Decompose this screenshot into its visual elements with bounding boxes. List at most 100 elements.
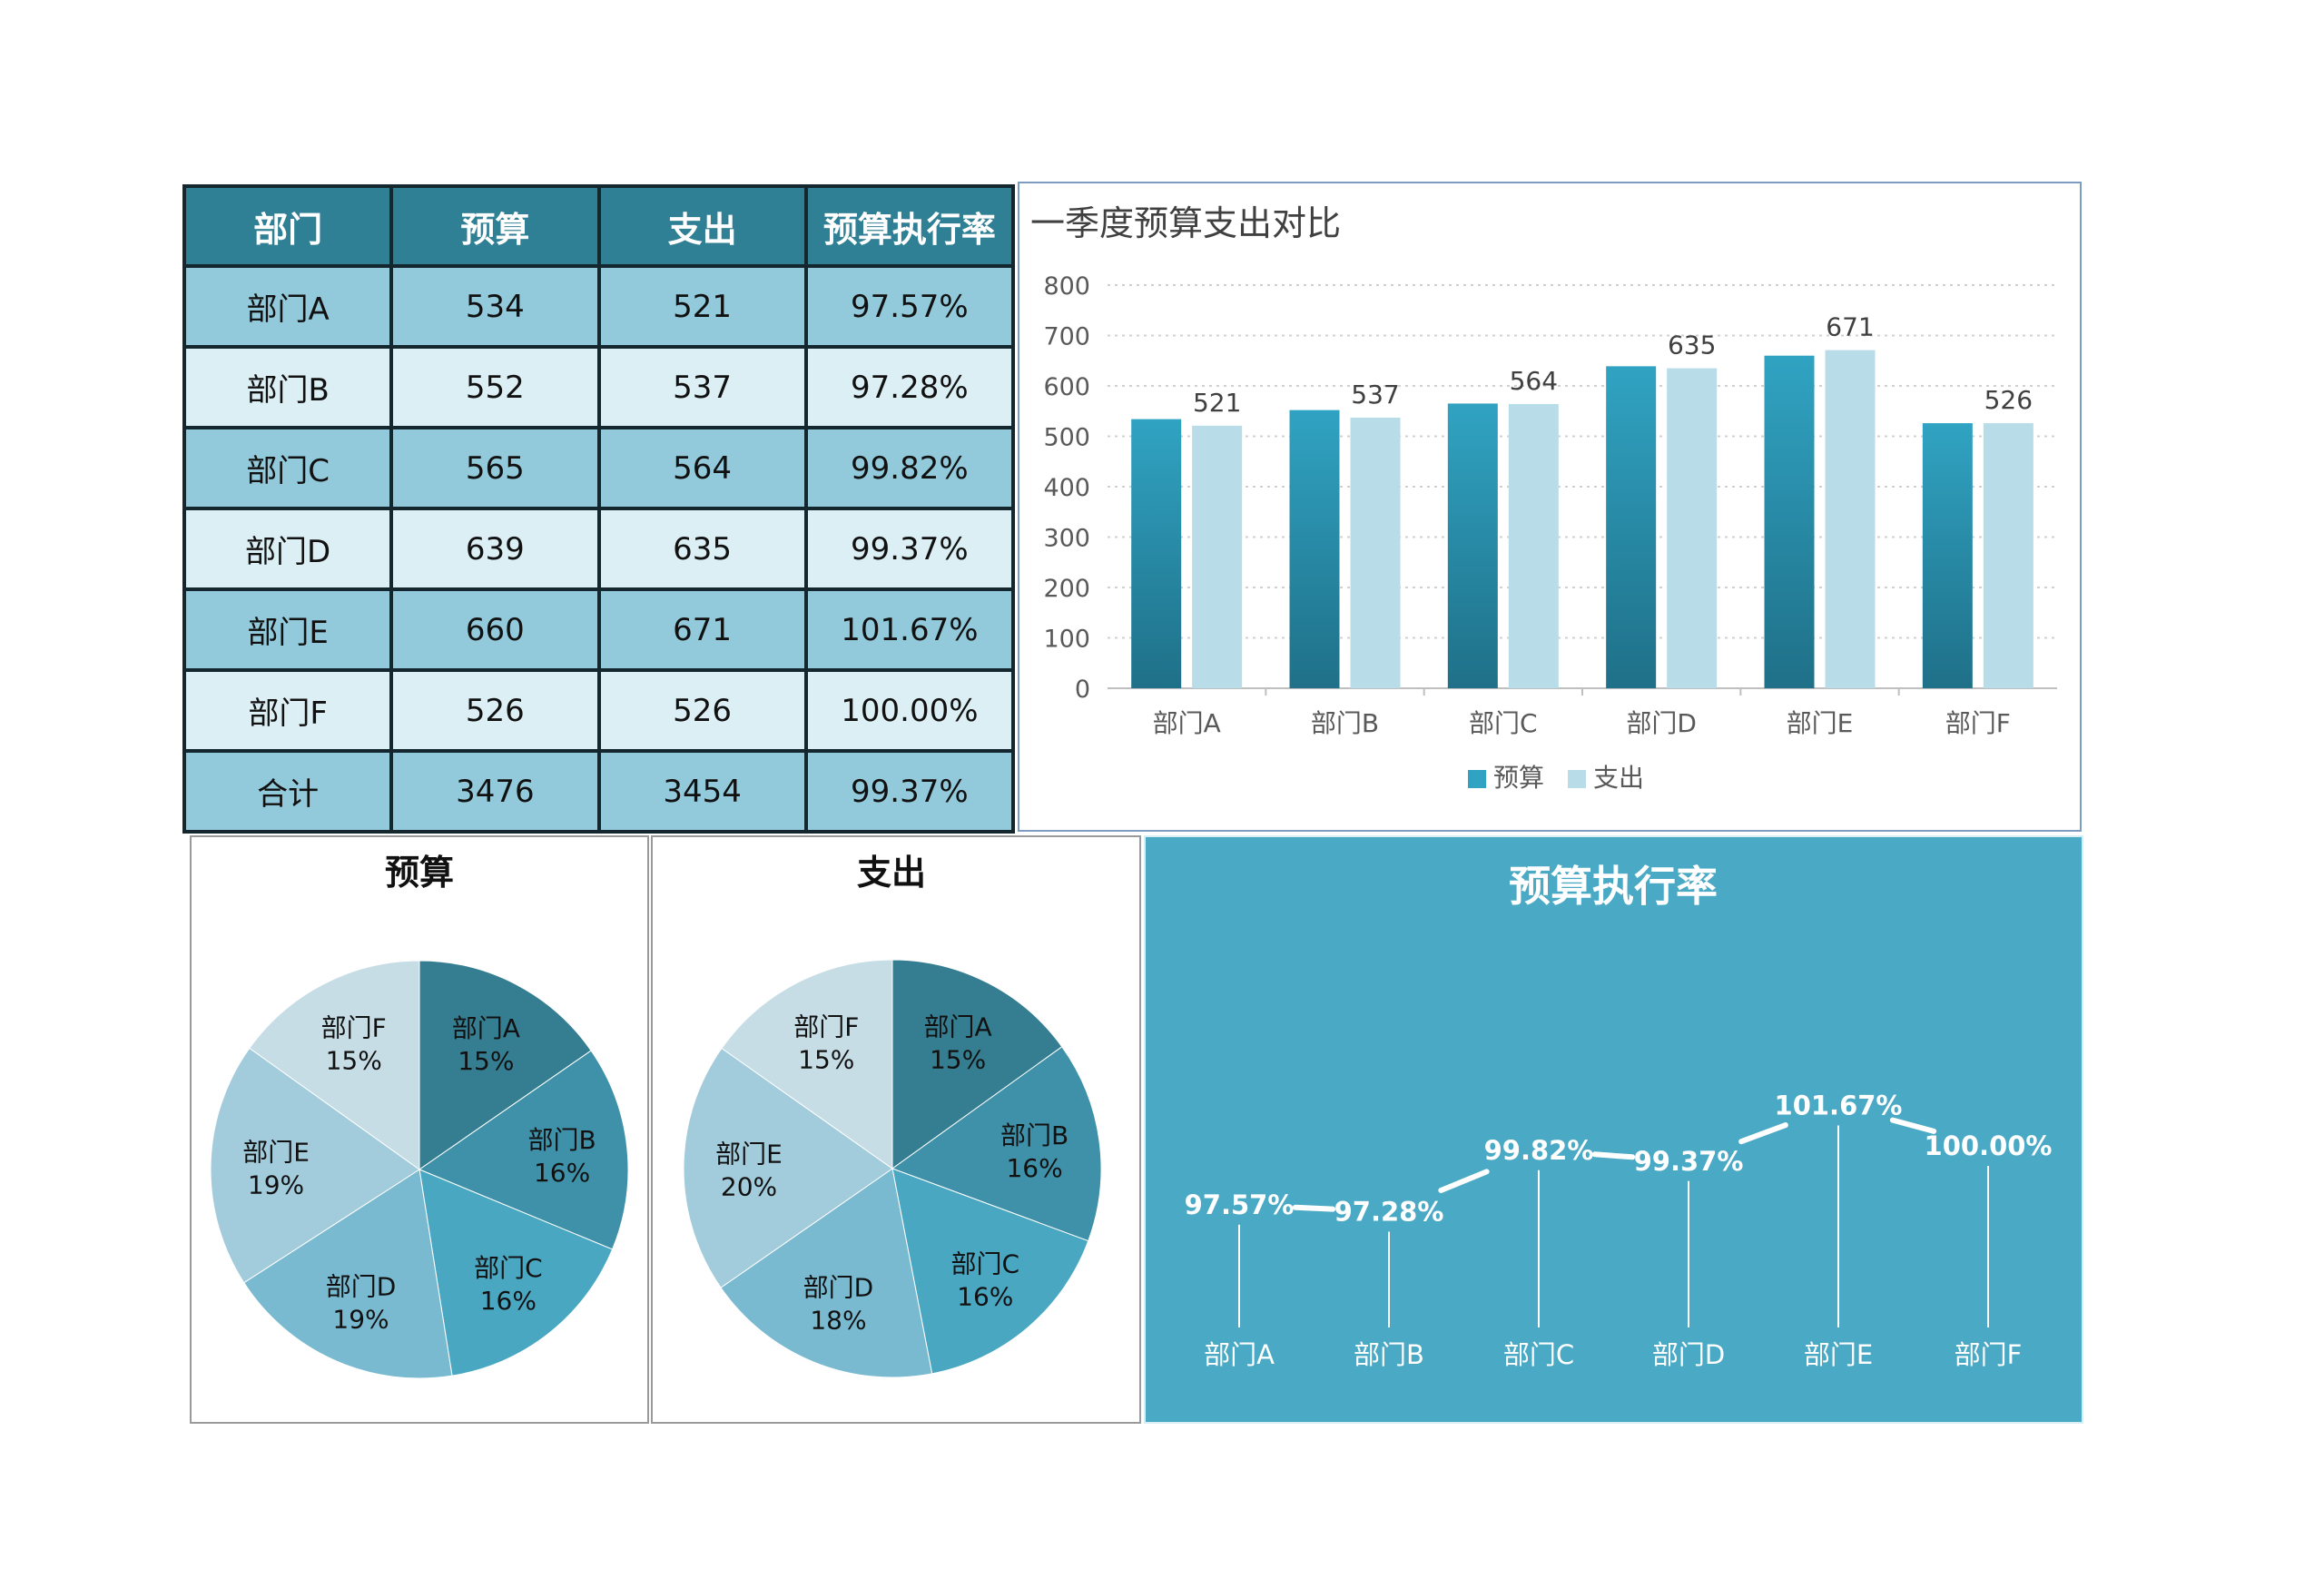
expense-bar [1667,368,1718,688]
table-cell: 3476 [389,749,601,834]
table-cell: 合计 [182,749,394,834]
data-label: 537 [1351,380,1399,410]
pie-slice [418,1050,629,1250]
slice-label-category: 部门A [452,1013,520,1043]
x-tick-label: 部门C [1469,708,1538,738]
table-cell: 部门E [182,587,394,672]
slice-label-percent: 16% [534,1158,590,1188]
table-cell: 部门C [182,426,394,510]
pie-slice [243,1169,453,1379]
table-cell: 534 [389,264,601,349]
expense-bar [1825,350,1876,688]
expense-bar [1508,403,1559,688]
expense-bar [1983,423,2034,688]
table-cell: 部门F [182,668,394,753]
table-cell: 100.00% [803,668,1016,753]
budget-bar [1447,403,1498,688]
budget-bar [1606,366,1657,688]
table-cell: 101.67% [803,587,1016,672]
table-cell: 部门D [182,507,394,591]
bar-chart: 一季度预算支出对比 0 100 200 300 400 500 600 700 800 521 部门… [1030,203,2057,793]
rate-data-label: 101.67% [1775,1090,1903,1120]
table-cell: 660 [389,587,601,672]
execution-rate-panel: 预算执行率 97.57% 部门A 97.28% 部门B 99.82% 部门C 99.37% 部… [1144,835,2083,1424]
slice-label-percent: 19% [248,1169,304,1199]
slice-label-percent: 16% [1006,1153,1062,1183]
pie-slice [720,1168,933,1378]
table-cell: 635 [596,507,808,591]
y-tick-label: 200 [1043,575,1090,603]
slice-label-percent: 16% [480,1286,537,1316]
rate-data-label: 97.28% [1334,1197,1444,1228]
y-tick-label: 300 [1043,525,1090,553]
data-label: 564 [1510,366,1558,396]
slice-label-category: 部门F [321,1013,387,1043]
slice-label-percent: 15% [326,1046,382,1076]
table-row: 部门B 552 537 97.28% [182,345,1016,429]
slice-label-category: 部门A [924,1012,992,1041]
pie-slice [891,959,1063,1169]
y-tick-label: 400 [1043,474,1090,502]
expense-bar [1350,417,1401,688]
pie-slice [249,960,420,1170]
rate-line-segment [1591,1151,1636,1160]
table-cell: 97.28% [803,345,1016,429]
table-cell: 521 [596,264,808,349]
x-tick-label: 部门A [1153,708,1221,738]
execution-rate-title: 预算执行率 [1509,862,1718,911]
table-cell: 552 [389,345,601,429]
pie-slice [721,959,893,1169]
slice-label-category: 部门D [326,1271,397,1301]
x-tick-label: 部门E [1787,708,1854,738]
legend-swatch-expense [1568,770,1586,788]
table-row: 部门E 660 671 101.67% [182,587,1016,672]
table-cell: 537 [596,345,808,429]
data-label: 635 [1668,331,1716,360]
y-tick-label: 0 [1075,676,1090,704]
table-cell: 526 [596,668,808,753]
table-cell: 99.82% [803,426,1016,510]
pie-slice [683,1047,893,1288]
pie-slice [419,1169,614,1377]
table-cell: 97.57% [803,264,1016,349]
pie-slice [891,1046,1102,1242]
data-label: 526 [1984,385,2033,415]
data-label: 521 [1193,388,1241,418]
bar-chart-title: 一季度预算支出对比 [1030,203,1341,243]
rate-line-segment [1292,1204,1336,1212]
slice-label-percent: 15% [458,1046,514,1076]
x-tick-label: 部门D [1652,1339,1725,1370]
rate-line-segment [1889,1117,1937,1134]
x-tick-label: 部门B [1311,708,1379,738]
slice-label-category: 部门F [793,1012,859,1042]
rate-data-label: 99.37% [1634,1146,1744,1177]
slice-label-percent: 15% [930,1044,986,1074]
budget-bar [1922,423,1973,688]
slice-label-category: 部门B [1000,1120,1068,1150]
table-cell: 565 [389,426,601,510]
data-label: 671 [1826,312,1874,342]
legend-swatch-budget [1468,770,1486,788]
pie-slice [891,1168,1089,1375]
slice-label-percent: 20% [721,1171,777,1201]
expense-bar [1192,425,1243,688]
slice-label-percent: 18% [810,1305,866,1335]
y-tick-label: 100 [1043,626,1090,654]
table-row: 部门F 526 526 100.00% [182,668,1016,753]
table-cell: 99.37% [803,507,1016,591]
x-tick-label: 部门F [1955,1339,2023,1370]
legend-label-budget: 预算 [1493,763,1544,793]
rate-data-label: 99.82% [1484,1135,1594,1166]
slice-label-category: 部门C [950,1248,1019,1278]
pie-slice [210,1047,420,1284]
slice-label-category: 部门B [527,1125,596,1155]
header-department: 部门 [182,184,394,268]
y-tick-label: 700 [1043,323,1090,351]
table-header-row: 部门 预算 支出 预算执行率 [182,184,1016,268]
slice-label-category: 部门E [715,1139,783,1169]
bar-chart-panel: 一季度预算支出对比 0 100 200 300 400 500 600 700 800 521 部门… [1018,182,2082,832]
header-expense: 支出 [596,184,808,268]
slice-label-category: 部门D [803,1272,874,1302]
slice-label-category: 部门E [242,1137,310,1167]
